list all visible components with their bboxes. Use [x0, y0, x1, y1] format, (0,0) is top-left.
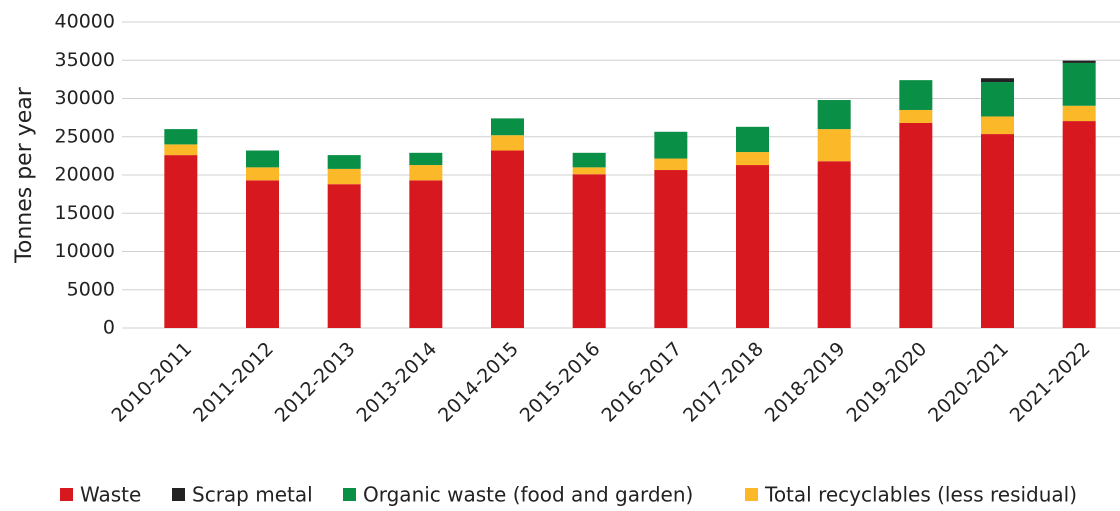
x-tick-label: 2010-2011 — [107, 338, 196, 427]
legend-label: Waste — [80, 483, 141, 507]
x-tick-label: 2016-2017 — [597, 338, 686, 427]
bar-segment — [817, 161, 851, 328]
x-tick-label: 2011-2012 — [189, 338, 278, 427]
x-tick-label: 2017-2018 — [679, 338, 768, 427]
y-tick-label: 25000 — [55, 125, 115, 147]
x-tick-label: 2018-2019 — [761, 338, 850, 427]
legend-label: Total recyclables (less residual) — [764, 483, 1077, 507]
y-tick-label: 40000 — [55, 11, 115, 33]
bar-segment — [817, 129, 851, 162]
bar-segment — [1062, 105, 1096, 122]
bar-segment — [736, 165, 769, 328]
bar-segment — [409, 180, 443, 328]
bar-segment — [1062, 121, 1096, 328]
bar-segment — [572, 167, 606, 175]
bar-segment — [246, 150, 279, 168]
bar-segment — [654, 131, 688, 159]
bar-segment — [327, 168, 361, 185]
bar-segment — [736, 126, 769, 153]
legend-swatch — [745, 488, 758, 501]
bar-segment — [246, 180, 279, 328]
bar-segment — [164, 155, 198, 328]
x-tick-label: 2015-2016 — [516, 338, 605, 427]
bar-segment — [899, 109, 933, 123]
bar-segment — [899, 80, 933, 110]
bar-segment — [572, 174, 606, 328]
bar-segment — [246, 167, 279, 181]
bar-segment — [409, 152, 443, 166]
bar-segment — [981, 116, 1014, 135]
bar-segment — [899, 122, 933, 328]
bar-segment — [491, 118, 524, 136]
bar-segment — [491, 135, 524, 151]
bar-segment — [654, 158, 688, 171]
legend-label: Organic waste (food and garden) — [363, 483, 693, 507]
y-tick-label: 15000 — [55, 202, 115, 224]
bar-segment — [981, 134, 1014, 328]
x-tick-label: 2012-2013 — [271, 338, 360, 427]
bar-segment — [981, 82, 1014, 117]
y-tick-label: 5000 — [67, 278, 115, 300]
legend-label: Scrap metal — [192, 483, 313, 507]
bar-segment — [654, 170, 688, 328]
bar-segment — [409, 165, 443, 181]
bar-segment — [1062, 60, 1096, 63]
bar-segment — [1062, 62, 1096, 106]
legend-swatch — [172, 488, 185, 501]
y-tick-label: 30000 — [55, 87, 115, 109]
bar-segment — [817, 100, 851, 130]
x-tick-label: 2013-2014 — [352, 338, 441, 427]
y-tick-label: 35000 — [55, 49, 115, 71]
x-tick-label: 2021-2022 — [1006, 338, 1095, 427]
bar-segment — [327, 155, 361, 169]
y-axis-title: Tonnes per year — [12, 86, 37, 264]
bar-segment — [164, 129, 198, 145]
y-tick-label: 0 — [103, 317, 115, 339]
x-tick-label: 2019-2020 — [842, 338, 931, 427]
legend-swatch — [343, 488, 356, 501]
bar-segment — [327, 184, 361, 328]
x-tick-label: 2020-2021 — [924, 338, 1013, 427]
y-tick-label: 20000 — [55, 164, 115, 186]
bar-segment — [164, 144, 198, 156]
x-tick-label: 2014-2015 — [434, 338, 523, 427]
bar-segment — [572, 152, 606, 168]
legend-swatch — [60, 488, 73, 501]
y-tick-label: 10000 — [55, 240, 115, 262]
bar-segment — [981, 78, 1014, 83]
bar-segment — [736, 152, 769, 166]
bar-segment — [491, 150, 524, 328]
